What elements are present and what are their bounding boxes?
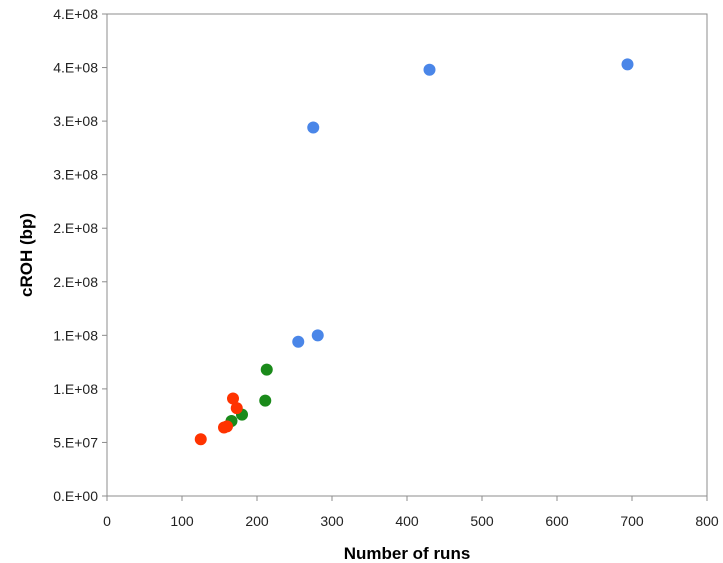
data-point: [423, 63, 436, 76]
x-axis-title: Number of runs: [344, 544, 471, 563]
y-tick-label: 3.E+08: [53, 167, 98, 183]
y-axis-title: cROH (bp): [17, 213, 36, 297]
y-tick-label: 5.E+07: [53, 434, 98, 450]
y-tick-label: 1.E+08: [53, 327, 98, 343]
plot-area: [106, 13, 708, 497]
data-point: [194, 433, 207, 446]
y-tick-label: 3.E+08: [53, 113, 98, 129]
y-tick-label: 2.E+08: [53, 274, 98, 290]
data-point: [230, 402, 243, 415]
x-tick-label: 500: [470, 513, 494, 529]
data-point: [307, 121, 320, 134]
x-tick-label: 0: [103, 513, 111, 529]
y-tick-label: 2.E+08: [53, 220, 98, 236]
data-point: [221, 420, 233, 433]
y-tick-label: 0.E+00: [53, 488, 98, 504]
data-point: [259, 394, 272, 407]
x-tick-label: 700: [620, 513, 644, 529]
x-tick-label: 600: [545, 513, 569, 529]
y-axis-ticks: 0.E+00 5.E+07 1.E+08 1.E+08 2.E+08 2.E+08 3.E+…: [53, 6, 107, 504]
x-axis-ticks: 0 100 200 300 400 500 600 700 800: [103, 496, 719, 529]
y-tick-label: 1.E+08: [53, 381, 98, 397]
x-tick-label: 200: [245, 513, 269, 529]
x-tick-label: 100: [170, 513, 194, 529]
data-point: [260, 363, 273, 376]
x-tick-label: 300: [320, 513, 344, 529]
y-tick-label: 4.E+08: [53, 60, 98, 76]
y-tick-label: 4.E+08: [53, 6, 98, 22]
x-tick-label: 800: [695, 513, 719, 529]
data-point: [311, 329, 324, 342]
data-point: [227, 392, 239, 405]
x-tick-label: 400: [395, 513, 419, 529]
data-point: [621, 58, 634, 71]
data-points: [194, 58, 634, 446]
data-point: [292, 335, 305, 348]
